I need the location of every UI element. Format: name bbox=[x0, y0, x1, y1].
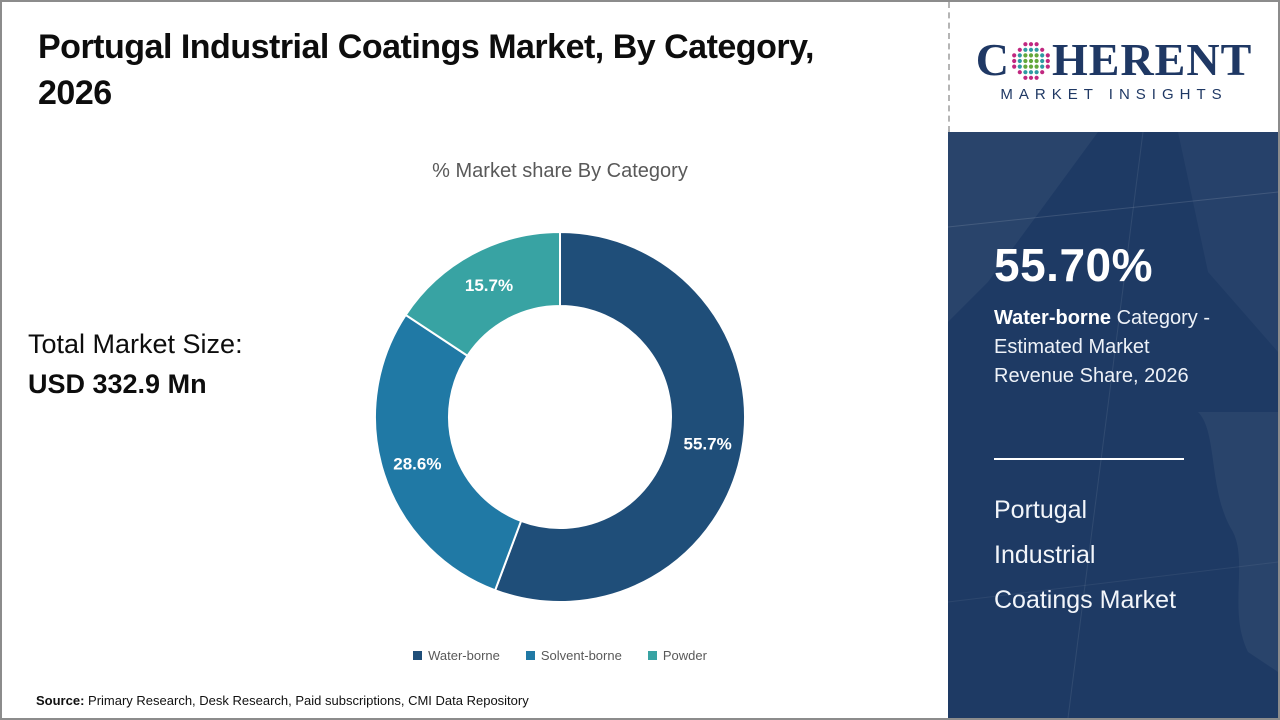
legend-swatch-icon bbox=[413, 651, 423, 660]
donut-slice-water-borne bbox=[493, 230, 746, 603]
stat-description-rest: Category - Estimated Market Revenue Shar… bbox=[994, 307, 1210, 387]
stat-description: Water-borne Category - Estimated Market … bbox=[994, 304, 1222, 391]
donut-slice-powder bbox=[404, 230, 561, 358]
divider-line bbox=[994, 458, 1184, 460]
legend-item-water-borne: Water-borne bbox=[413, 648, 500, 663]
donut-data-label: 28.6% bbox=[393, 454, 441, 473]
sidebar-title-line3: Coatings Market bbox=[994, 586, 1177, 614]
sidebar-title-line1: Portugal bbox=[994, 496, 1088, 524]
stat-description-category: Water-borne bbox=[994, 307, 1112, 329]
brand-letter-c: C bbox=[975, 34, 1010, 85]
sidebar-panel: 55.70% Water-borne Category - Estimated … bbox=[948, 132, 1278, 718]
legend-item-powder: Powder bbox=[647, 648, 707, 663]
legend-swatch-icon bbox=[647, 651, 657, 660]
total-market-size: Total Market Size: USD 332.9 Mn bbox=[28, 324, 243, 404]
legend-label: Powder bbox=[662, 648, 707, 663]
map-texture-decoration bbox=[948, 132, 1278, 718]
source-text: Primary Research, Desk Research, Paid su… bbox=[84, 693, 529, 708]
brand-logo: C HERENT MARKET INSIGHTS bbox=[948, 2, 1278, 132]
donut-data-label: 15.7% bbox=[465, 276, 513, 295]
chart-subtitle: % Market share By Category bbox=[432, 160, 688, 182]
globe-dots-icon bbox=[1012, 42, 1050, 80]
donut-data-label: 55.7% bbox=[683, 435, 731, 454]
source-label: Source: bbox=[36, 693, 85, 708]
page-title: Portugal Industrial Coatings Market, By … bbox=[38, 24, 814, 116]
source-line: Source: Primary Research, Desk Research,… bbox=[36, 693, 529, 708]
donut-slice-solvent-borne bbox=[374, 313, 523, 592]
donut-chart-svg: 55.7% 28.6% 15.7% bbox=[374, 230, 746, 603]
legend-item-solvent-borne: Solvent-borne bbox=[525, 648, 622, 663]
legend-label: Solvent-borne bbox=[540, 648, 622, 663]
total-market-label: Total Market Size: bbox=[28, 329, 243, 359]
sidebar: C HERENT MARKET INSIGHTS 55.70% Water-bo… bbox=[948, 2, 1278, 718]
chart-legend: Water-borne Solvent-borne Powder bbox=[172, 648, 948, 663]
page-title-line2: 2026 bbox=[38, 74, 112, 112]
legend-swatch-icon bbox=[525, 651, 535, 660]
donut-chart: 55.7% 28.6% 15.7% bbox=[350, 207, 770, 627]
brand-logo-wordmark: C HERENT bbox=[976, 37, 1253, 83]
total-market-value: USD 332.9 Mn bbox=[28, 369, 207, 399]
legend-label: Water-borne bbox=[428, 648, 500, 663]
sidebar-title-line2: Industrial bbox=[994, 541, 1096, 569]
brand-letters-herent: HERENT bbox=[1051, 34, 1253, 85]
sidebar-market-title: Portugal Industrial Coatings Market bbox=[994, 488, 1176, 623]
main-content-area: Portugal Industrial Coatings Market, By … bbox=[2, 2, 948, 718]
page-title-line1: Portugal Industrial Coatings Market, By … bbox=[38, 28, 814, 66]
stat-value: 55.70% bbox=[994, 239, 1154, 291]
brand-tagline: MARKET INSIGHTS bbox=[1000, 86, 1228, 103]
